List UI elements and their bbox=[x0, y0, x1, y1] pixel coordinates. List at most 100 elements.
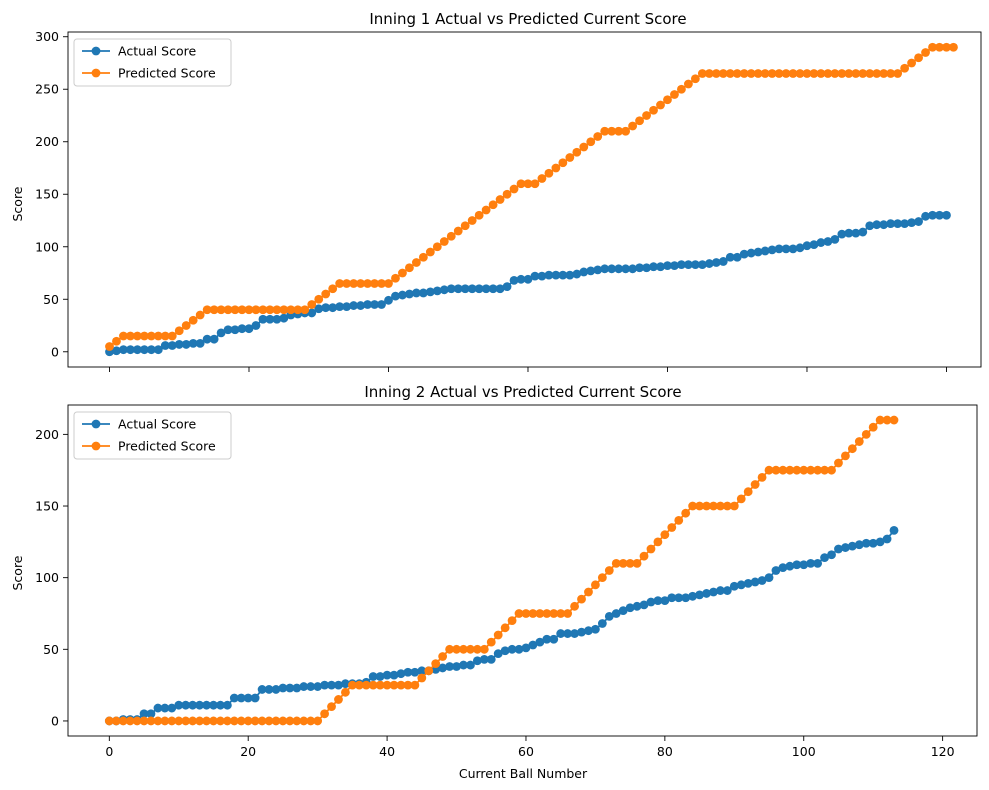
inning-1-predicted-point bbox=[739, 69, 749, 78]
inning-1-actual-point bbox=[921, 211, 930, 221]
inning-2-predicted-point bbox=[889, 415, 899, 425]
x-tick-label: 40 bbox=[379, 744, 395, 759]
inning-1-predicted-point bbox=[418, 252, 428, 262]
inning-1-predicted-point bbox=[760, 69, 770, 78]
inning-2-actual-point bbox=[847, 541, 857, 551]
inning-1-actual-point bbox=[453, 284, 463, 294]
inning-2-predicted-point bbox=[445, 644, 454, 654]
inning-1-actual-point bbox=[851, 228, 861, 238]
inning-1-actual-point bbox=[405, 289, 414, 299]
inning-1-actual-point bbox=[272, 314, 282, 324]
inning-1-actual-point bbox=[537, 271, 547, 281]
inning-2-actual-point bbox=[611, 609, 621, 618]
inning-1-predicted-point bbox=[844, 69, 854, 78]
inning-1-predicted-point bbox=[607, 126, 617, 136]
inning-2-predicted-point bbox=[521, 609, 531, 618]
inning-2-predicted-point bbox=[216, 716, 225, 726]
inning-2-predicted-point bbox=[681, 508, 691, 518]
inning-2-actual-point bbox=[716, 586, 725, 595]
inning-1-predicted-point bbox=[628, 121, 638, 131]
inning-2-actual-point bbox=[514, 644, 524, 654]
inning-2-predicted-point bbox=[479, 644, 489, 654]
inning-1-predicted-point bbox=[244, 305, 254, 315]
inning-1-predicted-point bbox=[188, 315, 198, 325]
inning-2-predicted-point bbox=[688, 501, 698, 511]
inning-1-predicted-point bbox=[405, 263, 414, 273]
inning-1-predicted-point bbox=[119, 331, 128, 341]
inning-1-actual-point bbox=[718, 257, 728, 266]
inning-2-predicted-point bbox=[341, 687, 350, 697]
inning-1-actual-point bbox=[704, 259, 714, 268]
inning-2-actual-point bbox=[396, 669, 406, 679]
inning-1-predicted-point bbox=[467, 216, 477, 225]
inning-2-actual-point bbox=[410, 667, 420, 677]
inning-1-actual-point bbox=[202, 334, 212, 344]
x-tick-label: 100 bbox=[792, 744, 816, 759]
inning-1-actual-point bbox=[167, 341, 177, 350]
inning-2-predicted-point bbox=[854, 437, 864, 446]
inning-2-predicted-point bbox=[875, 415, 885, 425]
inning-1-predicted-point bbox=[453, 226, 463, 236]
inning-2-predicted-point bbox=[424, 666, 434, 676]
inning-1-predicted-point bbox=[551, 163, 561, 173]
inning-2-actual-point bbox=[785, 561, 795, 571]
inning-2-predicted-point bbox=[542, 609, 552, 618]
inning-2-predicted-point bbox=[174, 716, 184, 726]
inning-1-actual-point bbox=[119, 345, 128, 355]
inning-1-predicted-point bbox=[677, 84, 686, 94]
inning-2-actual-point bbox=[854, 540, 864, 550]
inning-2-predicted-point bbox=[785, 465, 795, 475]
legend-label-predicted: Predicted Score bbox=[118, 439, 216, 454]
inning-2-actual-point bbox=[521, 643, 531, 653]
inning-1-actual-point bbox=[572, 269, 582, 279]
inning-1-actual-point bbox=[384, 295, 393, 305]
inning-2-actual-point bbox=[174, 700, 184, 710]
inning-1-predicted-point bbox=[391, 273, 400, 283]
inning-1-actual-point bbox=[223, 325, 233, 335]
inning-2-plot-area bbox=[104, 415, 899, 726]
inning-1-predicted-point bbox=[516, 179, 526, 189]
inning-1-actual-point bbox=[153, 345, 163, 355]
inning-2-predicted-point bbox=[209, 716, 218, 726]
inning-2-predicted-point bbox=[257, 716, 267, 726]
inning-1-predicted-point bbox=[133, 331, 142, 341]
inning-2-predicted-point bbox=[327, 702, 336, 712]
inning-2-predicted-point bbox=[729, 501, 739, 511]
inning-2-actual-point bbox=[382, 670, 392, 680]
inning-1-actual-point bbox=[474, 284, 484, 294]
inning-2-actual-point bbox=[403, 667, 413, 677]
inning-1-predicted-point bbox=[544, 168, 554, 178]
inning-2-predicted-point bbox=[361, 680, 371, 690]
inning-1-actual-point bbox=[216, 328, 226, 338]
y-tick-label: 100 bbox=[35, 570, 59, 585]
inning-2-actual-point bbox=[327, 680, 336, 690]
inning-2-predicted-point bbox=[431, 659, 441, 669]
inning-1-predicted-point bbox=[523, 179, 533, 189]
inning-2-actual-point bbox=[577, 627, 586, 637]
legend-box bbox=[73, 38, 232, 87]
inning-1-actual-point bbox=[725, 252, 735, 262]
inning-2-actual-point bbox=[479, 654, 489, 664]
inning-2-actual-point bbox=[320, 680, 329, 690]
inning-1-actual-point bbox=[760, 246, 770, 256]
inning-2-actual-point bbox=[841, 543, 850, 552]
inning-1-actual-point bbox=[418, 288, 428, 298]
inning-1-actual-point bbox=[307, 308, 317, 318]
inning-1-predicted-point bbox=[635, 116, 644, 126]
inning-1-predicted-point bbox=[942, 42, 951, 52]
inning-1-actual-point bbox=[711, 258, 721, 267]
inning-2-predicted-point bbox=[771, 465, 781, 475]
inning-1-actual-point bbox=[425, 287, 435, 297]
inning-1-actual-point bbox=[544, 270, 554, 280]
inning-1-actual-point bbox=[774, 244, 784, 254]
inning-1-predicted-point bbox=[593, 132, 603, 141]
x-tick-label: 120 bbox=[931, 744, 955, 759]
inning-1-actual-point bbox=[788, 244, 798, 254]
inning-2-actual-point bbox=[827, 550, 836, 560]
inning-1-actual-point bbox=[342, 302, 352, 312]
inning-1-plot-area bbox=[105, 42, 958, 357]
inning-2-predicted-point bbox=[646, 544, 656, 554]
inning-2-predicted-point bbox=[153, 716, 163, 726]
x-tick-label: 0 bbox=[105, 744, 113, 759]
inning-2-actual-point bbox=[882, 534, 892, 544]
